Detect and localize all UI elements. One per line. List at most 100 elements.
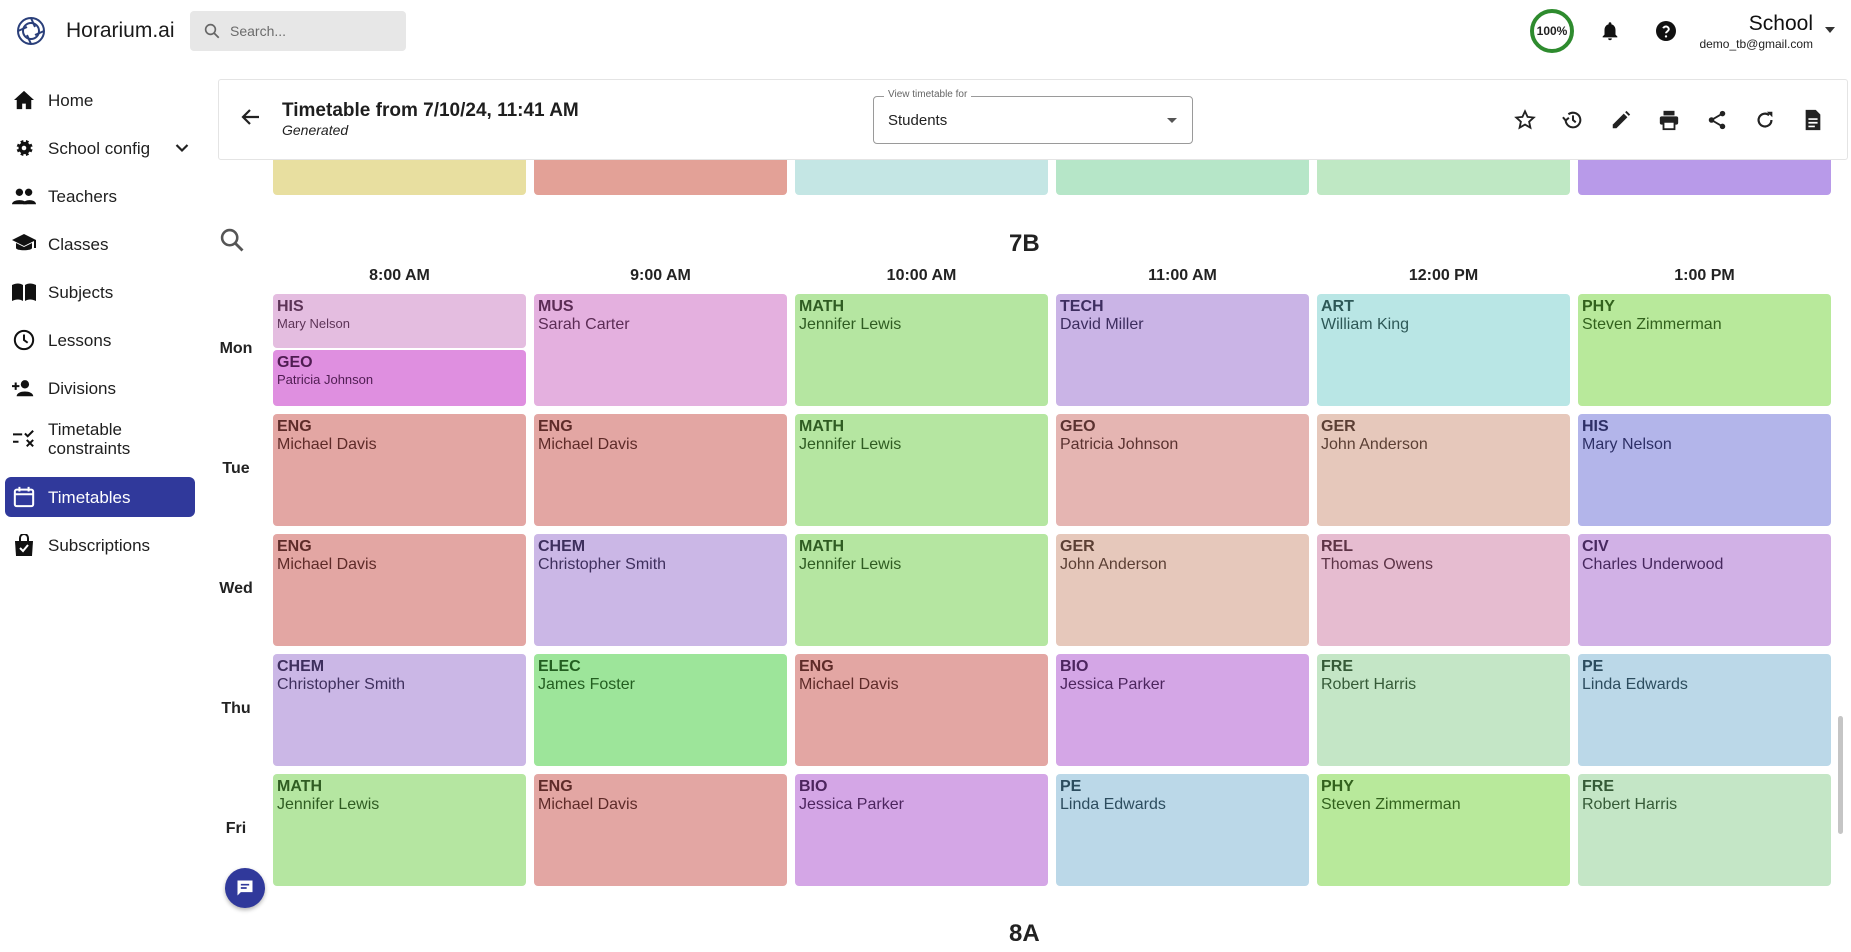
time-header: 11:00 AM <box>1148 267 1217 284</box>
lesson-cell[interactable]: PE Linda Edwards <box>1056 774 1309 886</box>
lesson-subject: ART <box>1321 298 1354 315</box>
lesson-cell[interactable]: HIS Mary Nelson <box>273 294 526 348</box>
top-bar: Horarium.ai 100% School demo_tb@gmail.co… <box>0 0 1851 62</box>
lesson-cell[interactable]: PE Linda Edwards <box>1578 654 1831 766</box>
search-box[interactable] <box>190 11 406 51</box>
lesson-cell[interactable]: MUS Sarah Carter <box>534 294 787 406</box>
lesson-teacher: Jennifer Lewis <box>799 316 902 333</box>
sidebar-item-lessons[interactable]: Lessons <box>5 320 195 360</box>
lesson-subject: MATH <box>277 778 323 795</box>
calendar-icon <box>12 486 36 508</box>
lesson-subject: HIS <box>1582 418 1609 435</box>
day-label: Mon <box>219 340 253 357</box>
lesson-cell[interactable]: FRE Robert Harris <box>1578 774 1831 886</box>
lesson-subject: PE <box>1060 778 1082 795</box>
sidebar-item-classes[interactable]: Classes <box>5 224 195 264</box>
document-icon[interactable] <box>1800 107 1826 133</box>
account-menu[interactable]: School demo_tb@gmail.com <box>1699 12 1813 51</box>
sidebar-item-label: Teachers <box>48 186 117 206</box>
sidebar-item-timetables[interactable]: Timetables <box>5 477 195 517</box>
lesson-cell[interactable]: MATH Jennifer Lewis <box>795 534 1048 646</box>
progress-indicator[interactable]: 100% <box>1530 9 1574 53</box>
sidebar-item-timetable-constraints[interactable]: Timetable constraints <box>5 416 195 462</box>
lesson-cell[interactable]: GEO Patricia Johnson <box>273 350 526 406</box>
chevron-down-icon[interactable] <box>175 143 189 153</box>
lesson-cell[interactable]: GER John Anderson <box>1056 534 1309 646</box>
view-timetable-select[interactable]: View timetable for Students <box>873 89 1193 144</box>
chevron-down-icon[interactable] <box>1825 27 1835 33</box>
lesson-teacher: Michael Davis <box>538 436 638 453</box>
sidebar-item-subjects[interactable]: Subjects <box>5 272 195 312</box>
select-label: View timetable for <box>884 89 972 100</box>
share-icon[interactable] <box>1704 107 1730 133</box>
time-header: 10:00 AM <box>886 267 957 284</box>
lesson-cell[interactable]: ELEC James Foster <box>534 654 787 766</box>
edit-icon[interactable] <box>1608 107 1634 133</box>
history-icon[interactable] <box>1560 107 1586 133</box>
refresh-icon[interactable] <box>1752 107 1778 133</box>
print-icon[interactable] <box>1656 107 1682 133</box>
lesson-teacher: Linda Edwards <box>1582 676 1688 693</box>
sidebar-item-school-config[interactable]: School config <box>5 128 195 168</box>
lesson-cell[interactable]: HIS Mary Nelson <box>1578 414 1831 526</box>
sidebar-item-label: Divisions <box>48 378 117 398</box>
sidebar-item-home[interactable]: Home <box>5 80 195 120</box>
lesson-subject: REL <box>1321 538 1353 555</box>
search-input[interactable] <box>230 19 400 43</box>
lesson-cell[interactable]: GEO Patricia Johnson <box>1056 414 1309 526</box>
lesson-teacher: Jennifer Lewis <box>799 436 902 453</box>
lesson-teacher: Patricia Johnson <box>1060 436 1179 453</box>
zoom-search-icon[interactable] <box>218 226 246 254</box>
lesson-cell[interactable]: ENG Michael Davis <box>534 414 787 526</box>
star-icon[interactable] <box>1512 107 1538 133</box>
lesson-cell[interactable]: ENG Michael Davis <box>534 774 787 886</box>
lesson-cell[interactable]: MATH Jennifer Lewis <box>795 414 1048 526</box>
lesson-subject: BIO <box>1060 658 1089 675</box>
lesson-teacher: Mary Nelson <box>1582 436 1672 453</box>
dropdown-arrow-icon[interactable] <box>1167 118 1177 123</box>
lesson-teacher: Jessica Parker <box>1060 676 1165 693</box>
lesson-cell[interactable]: CHEM Christopher Smith <box>273 654 526 766</box>
lesson-teacher: Michael Davis <box>538 796 638 813</box>
lesson-subject: ELEC <box>538 658 581 675</box>
lesson-cell[interactable]: BIO Jessica Parker <box>795 774 1048 886</box>
notification-bell-icon[interactable] <box>1596 17 1624 45</box>
lesson-cell[interactable]: ENG Michael Davis <box>273 414 526 526</box>
lesson-cell[interactable]: PHY Steven Zimmerman <box>1317 774 1570 886</box>
lesson-teacher: William King <box>1321 316 1410 333</box>
search-icon <box>204 23 220 39</box>
lesson-cell[interactable]: ART William King <box>1317 294 1570 406</box>
lesson-cell[interactable]: CHEM Christopher Smith <box>534 534 787 646</box>
timetable-header: Timetable from 7/10/24, 11:41 AM Generat… <box>218 79 1848 160</box>
sidebar-item-divisions[interactable]: Divisions <box>5 368 195 408</box>
arrow-back-icon[interactable] <box>241 107 261 127</box>
lesson-teacher: John Anderson <box>1321 436 1428 453</box>
rule-icon <box>12 428 36 450</box>
chat-button[interactable] <box>225 868 265 908</box>
class-title-8a: 8A <box>1009 920 1040 947</box>
select-value: Students <box>888 112 948 129</box>
lesson-cell[interactable]: FRE Robert Harris <box>1317 654 1570 766</box>
app-logo-icon[interactable] <box>14 14 48 48</box>
lesson-cell[interactable]: BIO Jessica Parker <box>1056 654 1309 766</box>
lesson-cell[interactable]: ENG Michael Davis <box>273 534 526 646</box>
lesson-teacher: Michael Davis <box>277 436 377 453</box>
lesson-cell[interactable]: GER John Anderson <box>1317 414 1570 526</box>
class-title-7b: 7B <box>1009 230 1040 257</box>
lesson-cell[interactable]: PHY Steven Zimmerman <box>1578 294 1831 406</box>
lesson-subject: CIV <box>1582 538 1609 555</box>
sidebar-item-subscriptions[interactable]: Subscriptions <box>5 525 195 565</box>
lesson-cell[interactable]: CIV Charles Underwood <box>1578 534 1831 646</box>
lesson-cell[interactable]: MATH Jennifer Lewis <box>795 294 1048 406</box>
lesson-cell[interactable]: MATH Jennifer Lewis <box>273 774 526 886</box>
day-label: Wed <box>219 580 253 597</box>
vertical-scrollbar[interactable] <box>1838 716 1843 834</box>
timetable-status: Generated <box>282 122 349 138</box>
lesson-cell[interactable]: TECH David Miller <box>1056 294 1309 406</box>
school-email: demo_tb@gmail.com <box>1699 37 1813 51</box>
lesson-cell[interactable]: ENG Michael Davis <box>795 654 1048 766</box>
help-icon[interactable] <box>1652 17 1680 45</box>
lesson-subject: CHEM <box>277 658 325 675</box>
lesson-cell[interactable]: REL Thomas Owens <box>1317 534 1570 646</box>
sidebar-item-teachers[interactable]: Teachers <box>5 176 195 216</box>
